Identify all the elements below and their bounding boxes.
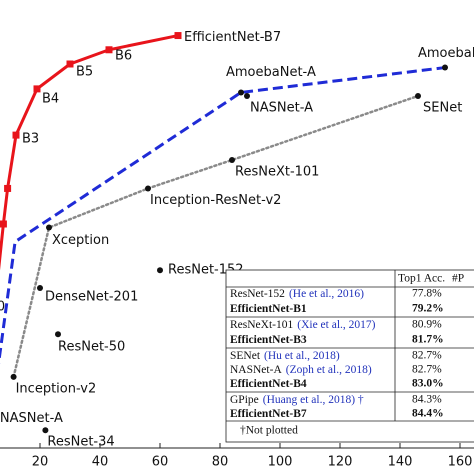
- x-tick-label: 100: [268, 455, 293, 470]
- table-acc: 82.7%: [412, 364, 442, 376]
- citation: (Hu et al., 2018): [264, 350, 340, 362]
- point-label: ResNet-152: [168, 263, 244, 278]
- marker: [66, 60, 74, 68]
- table-box: [225, 269, 474, 443]
- table-model: ResNet-152 (He et al., 2016): [230, 288, 364, 300]
- series-line: [0, 34, 179, 271]
- table: Top1 Acc. #P ResNet-152 (He et al., 2016) 77…: [225, 269, 474, 443]
- citation: (Xie et al., 2017): [297, 319, 375, 331]
- point-label: ResNet-34: [47, 435, 114, 450]
- table-acc: 81.7%: [412, 334, 444, 346]
- point: [415, 93, 421, 99]
- table-model: GPipe (Huang et al., 2018) †: [230, 394, 364, 406]
- point-label: NASNet-A: [250, 101, 313, 116]
- marker: [0, 220, 7, 228]
- table-acc: 79.2%: [412, 303, 444, 315]
- x-tick-label: 60: [152, 455, 169, 470]
- table-acc: 77.8%: [412, 288, 442, 300]
- x-tick-label: 40: [92, 455, 109, 470]
- point: [10, 373, 17, 380]
- plot-area: B0 B3 B4 B5 B6 EfficientNet-B7 AmoebaNet-C Amoe…: [0, 30, 474, 450]
- model-name: EfficientNet-B3: [230, 334, 307, 346]
- table-model: NASNet-A (Zoph et al., 2018): [230, 364, 372, 376]
- x-tick-label: 160: [448, 455, 473, 470]
- marker: [105, 46, 113, 54]
- point-label: ResNet-50: [58, 340, 125, 355]
- x-tick-label: 120: [328, 455, 353, 470]
- point-label: EfficientNet-B7: [184, 30, 281, 45]
- point-label: SENet: [423, 101, 462, 116]
- table-header: #P: [452, 273, 464, 285]
- table-model: EfficientNet-B3: [230, 334, 307, 346]
- marker: [33, 85, 41, 93]
- point: [37, 285, 43, 291]
- point: [46, 224, 52, 231]
- model-name: EfficientNet-B4: [230, 378, 307, 390]
- x-tick-label: 80: [212, 455, 229, 470]
- point: [442, 64, 448, 71]
- model-name: ResNet-152: [230, 288, 285, 300]
- point-label: Inception-ResNet-v2: [150, 193, 281, 208]
- model-name: GPipe: [230, 394, 259, 406]
- x-tick-label: 20: [32, 455, 49, 470]
- point: [145, 185, 151, 192]
- citation: (Zoph et al., 2018): [286, 364, 372, 376]
- table-model: SENet (Hu et al., 2018): [230, 350, 340, 362]
- point-label: B3: [22, 132, 39, 147]
- point-label: NASNet-A: [0, 411, 63, 426]
- citation: (Huang et al., 2018) †: [263, 394, 364, 406]
- point-label: AmoebaNet-A: [226, 65, 316, 80]
- point-label: ResNeXt-101: [235, 165, 319, 180]
- point-label: B0: [0, 300, 5, 315]
- table-acc: 83.0%: [412, 378, 444, 390]
- point-label: DenseNet-201: [45, 290, 138, 305]
- point: [157, 267, 163, 274]
- table-footnote: †Not plotted: [240, 425, 298, 437]
- point-label: B4: [42, 91, 59, 106]
- table-acc: 84.3%: [412, 394, 442, 406]
- point: [244, 93, 250, 99]
- table-model: EfficientNet-B1: [230, 303, 307, 315]
- model-name: ResNeXt-101: [230, 319, 293, 331]
- table-model: ResNeXt-101 (Xie et al., 2017): [230, 319, 376, 331]
- table-model: EfficientNet-B4: [230, 378, 307, 390]
- table-header: Top1 Acc.: [398, 273, 445, 285]
- point: [238, 89, 244, 96]
- point-label: Inception-v2: [16, 381, 97, 396]
- point: [229, 157, 235, 163]
- point-label: AmoebaNet-C: [418, 46, 474, 61]
- citation: (He et al., 2016): [289, 288, 364, 300]
- model-name: EfficientNet-B7: [230, 408, 307, 420]
- table-acc: 84.4%: [412, 408, 444, 420]
- table-model: EfficientNet-B7: [230, 408, 307, 420]
- point: [42, 427, 49, 434]
- model-name: EfficientNet-B1: [230, 303, 307, 315]
- table-acc: 82.7%: [412, 350, 442, 362]
- marker: [4, 184, 12, 192]
- point-label: Xception: [52, 233, 109, 248]
- table-acc: 80.9%: [412, 319, 442, 331]
- point-label: B6: [115, 48, 132, 63]
- model-name: NASNet-A: [230, 364, 282, 376]
- point-label: B5: [76, 65, 93, 80]
- marker: [174, 32, 182, 40]
- marker: [12, 131, 20, 139]
- point: [55, 331, 61, 338]
- model-name: SENet: [230, 350, 261, 362]
- x-tick-label: 140: [388, 455, 413, 470]
